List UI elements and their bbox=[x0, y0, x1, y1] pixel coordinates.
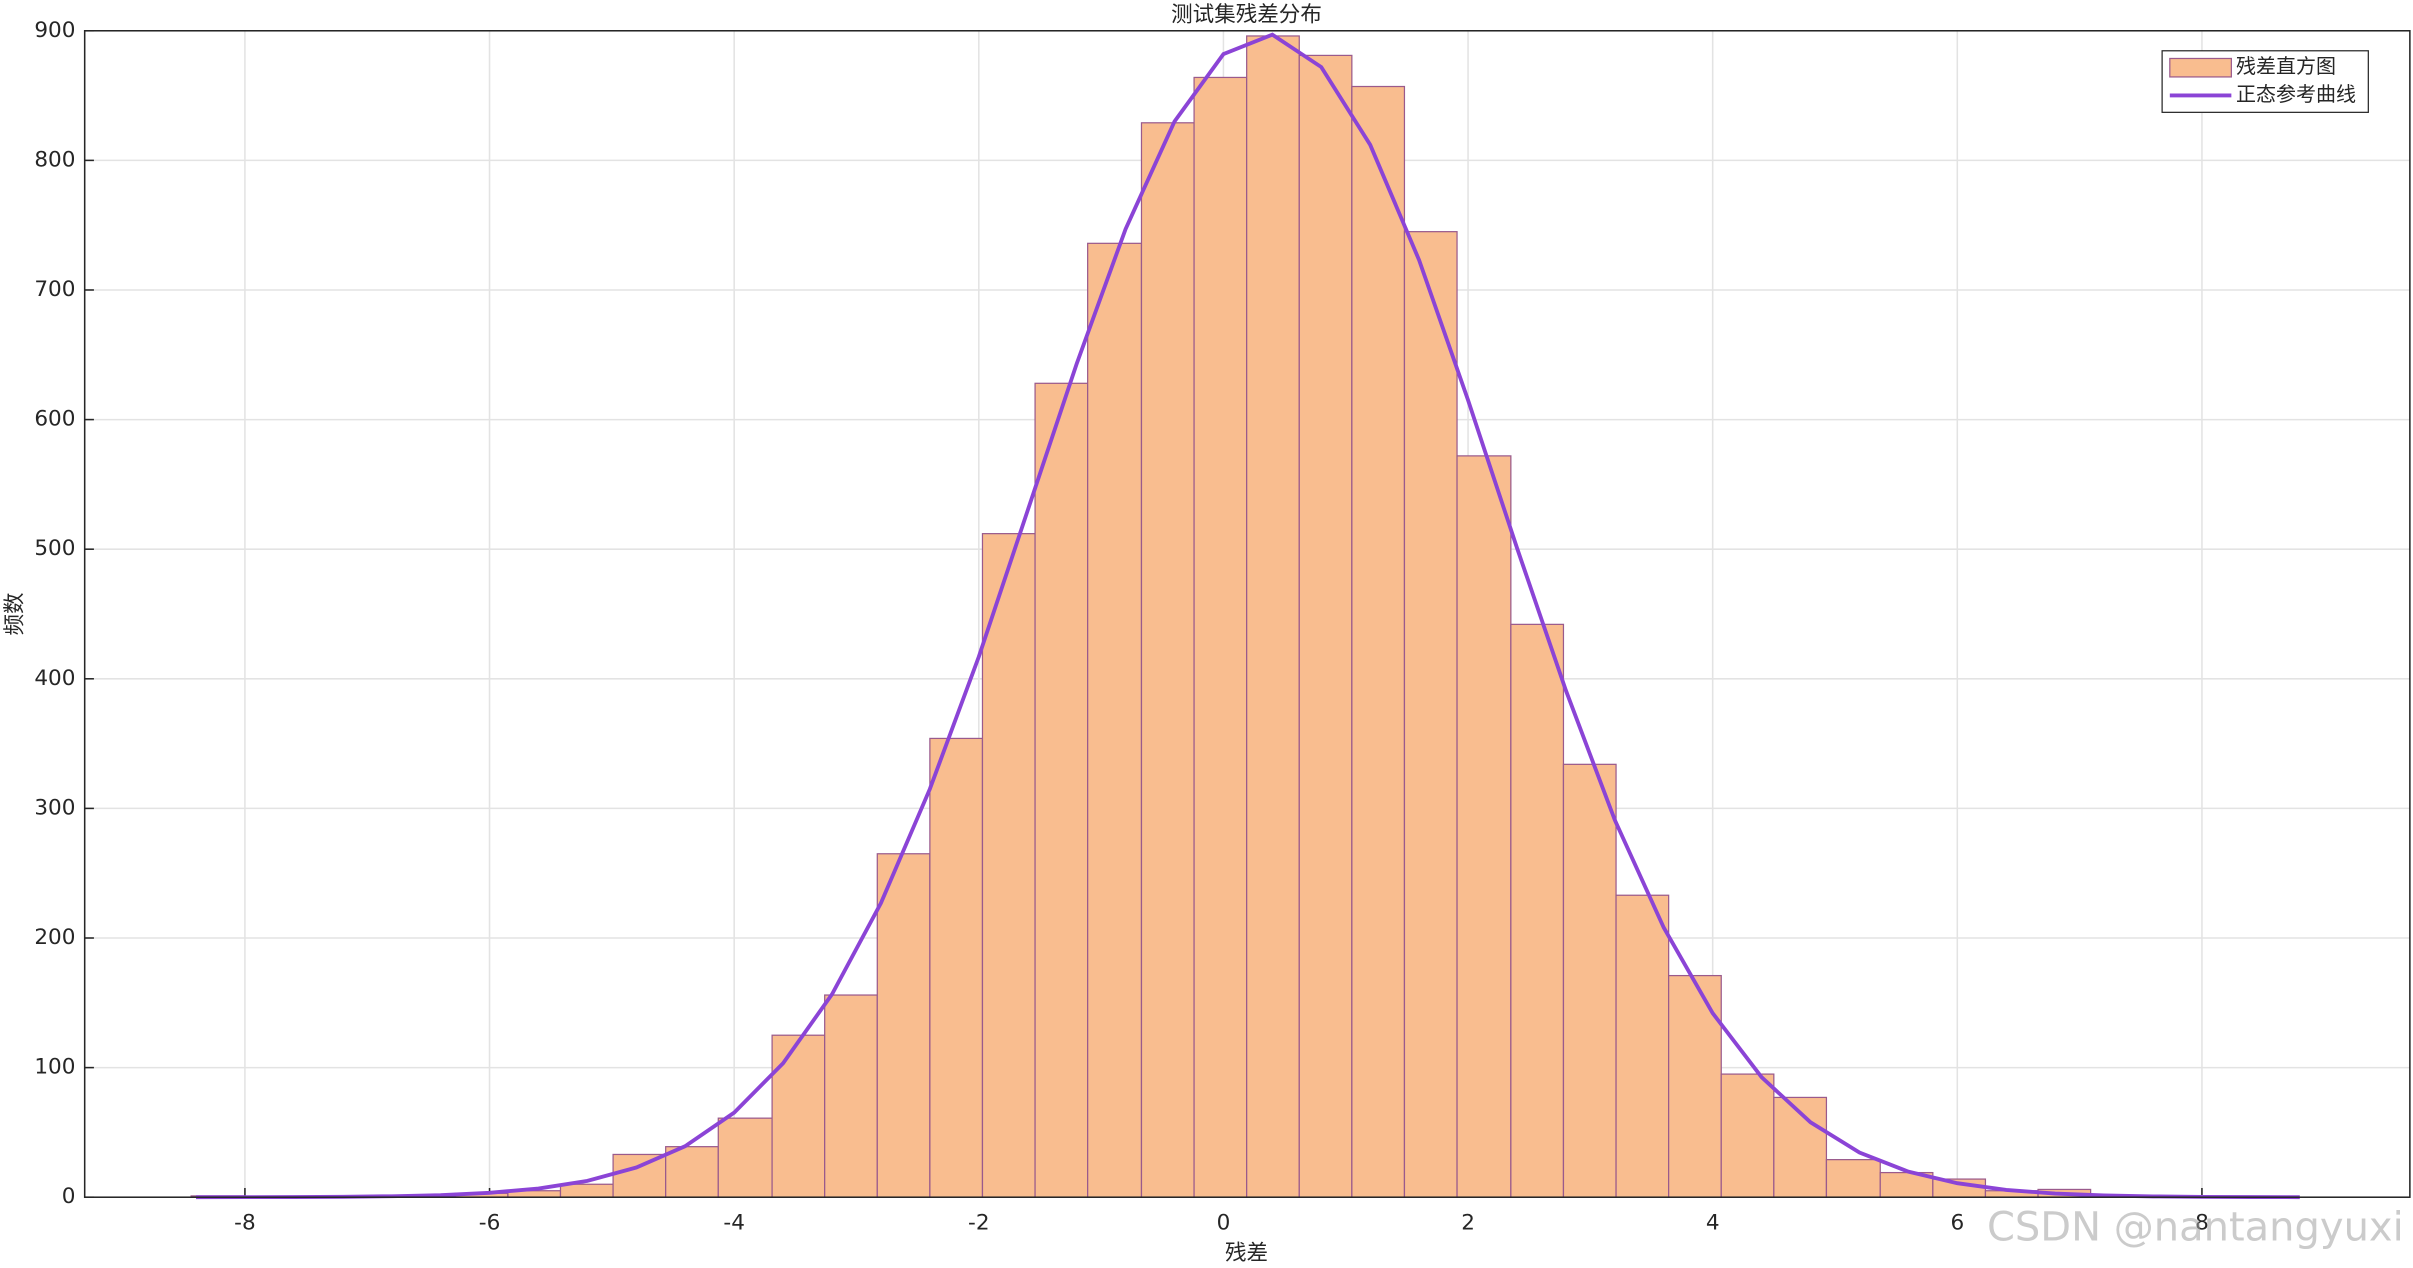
y-tick-label: 0 bbox=[62, 1184, 76, 1209]
bar bbox=[1193, 76, 1248, 1198]
legend-label: 正态参考曲线 bbox=[2236, 82, 2356, 106]
bar bbox=[1825, 1159, 1881, 1198]
x-tick-label: -4 bbox=[723, 1210, 744, 1235]
y-tick-label: 300 bbox=[34, 795, 75, 820]
bar bbox=[559, 1183, 614, 1198]
y-tick-label: 500 bbox=[34, 536, 75, 561]
x-axis-label: 残差 bbox=[1225, 1241, 1268, 1266]
y-tick-label: 600 bbox=[34, 407, 75, 432]
x-tick-label: 8 bbox=[2195, 1210, 2209, 1235]
legend-label: 残差直方图 bbox=[2236, 54, 2336, 78]
bar bbox=[771, 1034, 826, 1198]
bar bbox=[981, 533, 1036, 1198]
y-tick-label: 100 bbox=[34, 1055, 75, 1080]
x-tick-label: 4 bbox=[1706, 1210, 1720, 1235]
bar bbox=[1246, 35, 1300, 1198]
chart-title: 测试集残差分布 bbox=[1171, 2, 1322, 27]
y-tick-label: 900 bbox=[34, 18, 75, 43]
y-tick-label: 700 bbox=[34, 277, 75, 302]
bar bbox=[824, 994, 878, 1198]
y-axis-label: 频数 bbox=[2, 592, 27, 635]
axes-box bbox=[83, 30, 2411, 1198]
bar bbox=[1034, 382, 1089, 1198]
bar bbox=[717, 1117, 773, 1198]
y-tick-label: 800 bbox=[34, 147, 75, 172]
bar bbox=[1720, 1073, 1775, 1198]
bar bbox=[1298, 54, 1353, 1198]
bar bbox=[1456, 455, 1512, 1198]
bar bbox=[1140, 122, 1195, 1198]
x-tick-label: -6 bbox=[479, 1210, 500, 1235]
bar bbox=[1087, 242, 1143, 1198]
bar bbox=[1668, 974, 1722, 1198]
bar bbox=[1351, 85, 1406, 1198]
watermark: CSDN @nantangyuxi bbox=[1987, 1205, 2404, 1251]
bar bbox=[1510, 623, 1565, 1198]
bar bbox=[612, 1153, 667, 1198]
x-tick-label: -8 bbox=[234, 1210, 255, 1235]
x-tick-label: 6 bbox=[1950, 1210, 1964, 1235]
legend-swatch bbox=[2169, 57, 2232, 78]
bar bbox=[665, 1146, 719, 1198]
bar bbox=[1615, 894, 1670, 1198]
y-tick-label: 400 bbox=[34, 666, 75, 691]
y-tick-label: 200 bbox=[34, 925, 75, 950]
bar bbox=[929, 737, 984, 1198]
bar bbox=[1562, 763, 1617, 1198]
bar bbox=[876, 853, 931, 1198]
x-tick-label: 0 bbox=[1217, 1210, 1231, 1235]
x-tick-label: -2 bbox=[968, 1210, 989, 1235]
normal-curve bbox=[195, 32, 2300, 1200]
bar bbox=[1403, 231, 1458, 1198]
x-tick-label: 2 bbox=[1461, 1210, 1475, 1235]
